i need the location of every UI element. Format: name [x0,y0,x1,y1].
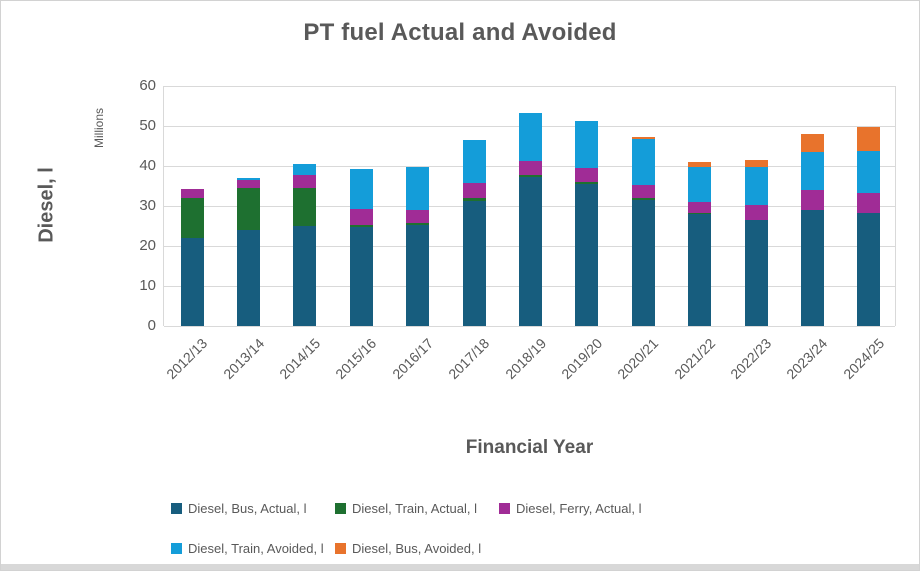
bar-segment [293,164,317,176]
bar-segment [180,238,204,326]
bar-segment [519,174,542,178]
bar-segment [857,193,881,214]
legend-swatch-train-avoided [171,542,182,554]
gridline-0 [164,326,895,327]
legend-item-train-actual: Diesel, Train, Actual, l [335,500,499,516]
gridline-60 [164,86,895,87]
bar-segment [575,182,599,184]
legend-label-bus-actual: Diesel, Bus, Actual, l [188,500,307,516]
bottom-border-strip [1,564,919,570]
bar-segment [462,182,486,199]
bar-segment [631,138,655,186]
legend-item-ferry-actual: Diesel, Ferry, Actual, l [499,500,771,516]
y-tick-label-0: 0 [147,317,156,334]
bar-segment [349,169,373,210]
bar-segment [857,127,881,151]
bar-segment [462,198,486,201]
bar-segment [237,188,261,230]
bar-segment [575,184,599,326]
y-tick-label-10: 10 [139,277,156,294]
bar-segment [519,113,542,161]
bar-segment [631,200,655,326]
legend-swatch-bus-avoided [335,542,346,554]
bar-segment [800,210,824,326]
bar-segment [631,136,655,139]
bar-segment [800,190,824,210]
y-tick-label-30: 30 [139,197,156,214]
legend-label-train-avoided: Diesel, Train, Avoided, l [188,540,324,556]
legend-label-bus-avoided: Diesel, Bus, Avoided, l [352,540,482,556]
bar-segment [744,160,768,167]
legend-swatch-bus-actual [171,502,182,514]
bar-segment [631,185,655,198]
legend-label-ferry-actual: Diesel, Ferry, Actual, l [516,500,642,516]
bar-segment [631,198,655,200]
bar-segment [349,224,373,228]
bar-segment [180,189,204,198]
bar-segment [237,230,261,326]
bar-segment [688,166,712,202]
y-axis-title: Diesel, l [35,167,58,243]
bar-segment [744,166,768,206]
bar-segment [406,209,430,223]
chart-title: PT fuel Actual and Avoided [303,19,617,46]
bar-segment [857,150,881,194]
bar-segment [462,200,486,326]
legend-item-train-avoided: Diesel, Train, Avoided, l [171,540,335,556]
y-axis-units-label: Millions [92,107,106,149]
bar-segment [688,202,712,213]
legend-label-train-actual: Diesel, Train, Actual, l [352,500,477,516]
bar-segment [293,225,317,326]
bar-segment [293,175,317,188]
bar-segment [349,209,373,225]
x-axis-title: Financial Year [465,437,594,458]
bar-segment [237,179,261,189]
legend-swatch-ferry-actual [499,502,510,514]
legend-item-bus-actual: Diesel, Bus, Actual, l [171,500,335,516]
y-tick-label-50: 50 [139,117,156,134]
bar-segment [519,160,542,175]
y-tick-label-20: 20 [139,237,156,254]
bar-segment [688,162,712,167]
legend-swatch-train-actual [335,502,346,514]
bar-segment [688,214,712,326]
bar-segment [293,188,317,226]
bar-segment [744,220,768,326]
bar-segment [519,177,542,326]
bar-segment [575,120,599,169]
bar-segment [688,212,712,215]
bar-segment [180,198,204,238]
bar-segment [744,205,768,220]
legend-item-bus-avoided: Diesel, Bus, Avoided, l [335,540,499,556]
y-tick-label-60: 60 [139,77,156,94]
bar-segment [237,178,261,180]
bar-segment [406,225,430,326]
bar-segment [800,134,824,152]
bar-segment [406,167,430,210]
chart-legend: Diesel, Bus, Actual, l Diesel, Train, Ac… [171,500,771,556]
y-tick-label-40: 40 [139,157,156,174]
plot-area [163,86,896,327]
bar-segment [349,227,373,326]
bar-segment [406,222,430,226]
bar-segment [857,213,881,326]
bar-segment [575,168,599,182]
bar-segment [800,152,824,191]
bar-segment [462,139,486,183]
